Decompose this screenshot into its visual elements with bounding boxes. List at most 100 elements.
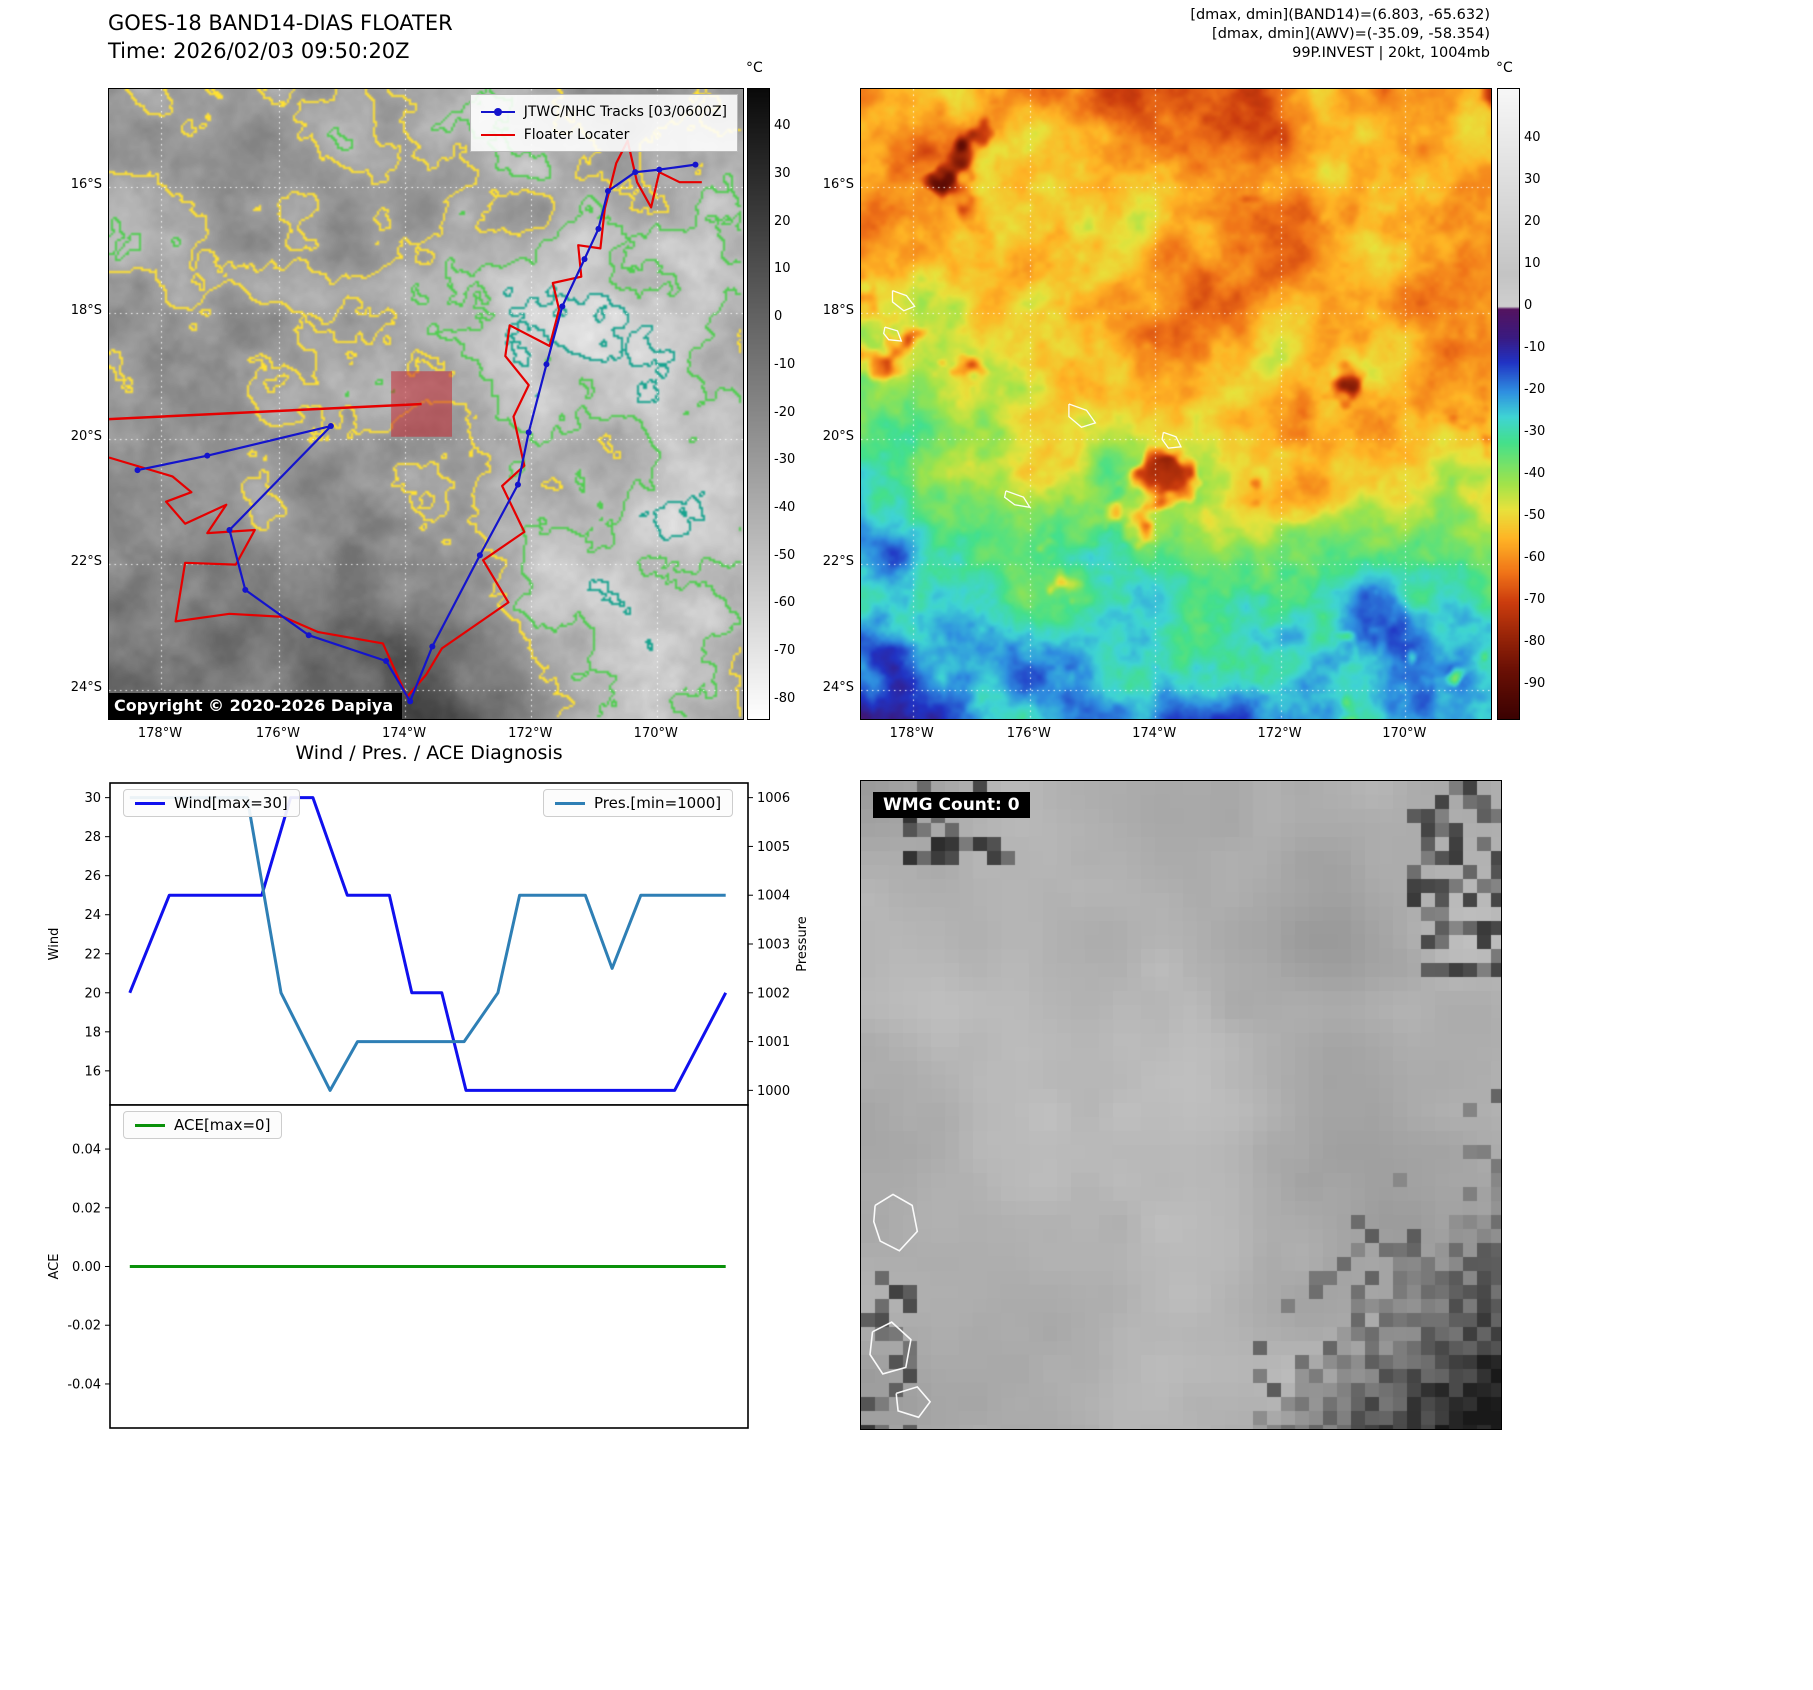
- ace-legend-label: ACE[max=0]: [174, 1116, 271, 1134]
- lat-label: 18°S: [822, 302, 854, 318]
- wind-pres-ace-charts: 16 18 20 22 24 26 28 30 Wind 1000 1001 1002 1003 1004…: [47, 782, 810, 1429]
- awv-colorbar-tick: -20: [1524, 382, 1546, 398]
- y-tick-label: 20: [84, 986, 101, 1001]
- y-tick-label: 26: [84, 869, 101, 884]
- tl-panel-title: GOES-18 BAND14-DIAS FLOATER: [108, 11, 453, 35]
- pressure-legend-label: Pres.[min=1000]: [594, 794, 722, 812]
- awv-colorbar-tick: 10: [1524, 256, 1541, 272]
- invest-status: 99P.INVEST | 20kt, 1004mb: [1292, 45, 1490, 61]
- lat-label: 22°S: [70, 554, 102, 570]
- coastline-overlay: [883, 289, 1183, 509]
- lon-label: 170°W: [1382, 726, 1427, 741]
- diagnosis-title: Wind / Pres. / ACE Diagnosis: [295, 742, 563, 764]
- y-tick-label: 24: [84, 908, 101, 923]
- ace-line-icon: [135, 1123, 165, 1127]
- chart-area: -0.04 -0.02 0.00 0.02 0.04 ACE: [47, 1104, 749, 1429]
- lat-label: 20°S: [70, 428, 102, 444]
- y-tick-label: 16: [84, 1064, 101, 1079]
- copyright-banner: Copyright © 2020-2026 Dapiya: [109, 693, 403, 719]
- y-tick-label: 30: [84, 791, 101, 806]
- lat-label: 16°S: [822, 177, 854, 193]
- lon-label: 172°W: [1257, 726, 1302, 741]
- tr-info-block: [dmax, dmin](BAND14)=(6.803, -65.632) [d…: [900, 6, 1490, 63]
- wmg-canvas: [861, 781, 1501, 1429]
- jtwc-track-point: [543, 361, 550, 368]
- band14-colorbar-tick: 10: [774, 261, 791, 277]
- y-axis-label: ACE: [47, 1254, 62, 1280]
- awv-colorbar-tick: -80: [1524, 634, 1546, 650]
- awv-enhanced-map: [860, 88, 1492, 720]
- awv-colorbar-tick: -50: [1524, 508, 1546, 524]
- coastline: [1068, 403, 1097, 429]
- jtwc-track-point: [134, 467, 141, 474]
- wmg-contour: [872, 1193, 919, 1252]
- floater-track: [109, 139, 702, 699]
- band14-colorbar-tick: 40: [774, 118, 791, 134]
- band14-colorbar: [747, 88, 770, 720]
- y-tick-label: 28: [84, 830, 101, 845]
- wmg-contour: [895, 1385, 932, 1419]
- lon-label: 172°W: [508, 726, 553, 741]
- dmax-dmin-band14: [dmax, dmin](BAND14)=(6.803, -65.632): [1190, 7, 1490, 23]
- jtwc-track-point: [514, 481, 521, 488]
- map-legend: JTWC/NHC Tracks [03/0600Z] Floater Locat…: [469, 94, 738, 152]
- wind-legend: Wind[max=30]: [123, 789, 300, 817]
- awv-colorbar-tick: -40: [1524, 466, 1546, 482]
- jtwc-track-point: [226, 527, 233, 533]
- y2-tick-label: 1006: [757, 791, 790, 806]
- jtwc-track-point: [327, 423, 334, 430]
- band14-colorbar-tick: 20: [774, 213, 791, 229]
- jtwc-track-line-icon: [480, 107, 515, 117]
- coastline: [883, 326, 903, 342]
- y-axis-label: Wind: [47, 928, 62, 961]
- lon-label: 174°W: [381, 726, 427, 741]
- y2-tick-label: 1001: [757, 1035, 790, 1050]
- ace-legend: ACE[max=0]: [123, 1111, 283, 1139]
- y2-tick-label: 1005: [757, 840, 790, 855]
- lat-label: 24°S: [822, 680, 854, 696]
- legend-row-floater: Floater Locater: [480, 123, 727, 146]
- band14-satellite-map: JTWC/NHC Tracks [03/0600Z] Floater Locat…: [108, 88, 744, 720]
- y2-axis-label: Pressure: [795, 916, 810, 972]
- jtwc-track-point: [429, 643, 436, 650]
- y2-tick-label: 1003: [757, 938, 790, 953]
- band14-colorbar-tick: -40: [774, 500, 796, 515]
- awv-canvas: [861, 89, 1491, 719]
- lat-label: 16°S: [70, 177, 102, 193]
- band14-colorbar-tick: -30: [774, 452, 796, 468]
- y-tick-label: -0.02: [67, 1319, 101, 1334]
- y-tick-label: 22: [84, 947, 101, 962]
- floater-line-icon: [480, 130, 515, 140]
- jtwc-track-point: [242, 586, 249, 593]
- jtwc-track-point: [305, 632, 312, 639]
- awv-colorbar-tick: 20: [1524, 214, 1541, 230]
- band14-colorbar-tick: 0: [774, 309, 783, 325]
- series-line: [128, 796, 728, 1092]
- jtwc-track-point: [656, 166, 663, 173]
- y-tick-label: 0.04: [72, 1143, 101, 1158]
- band14-colorbar-tick: -80: [774, 690, 796, 706]
- y-tick-label: 0.00: [72, 1260, 101, 1275]
- legend-row-jtwc: JTWC/NHC Tracks [03/0600Z]: [480, 100, 727, 123]
- band14-colorbar-tick: -60: [774, 595, 796, 611]
- dmax-dmin-awv: [dmax, dmin](AWV)=(-35.09, -58.354): [1212, 26, 1490, 42]
- lon-label: 174°W: [1132, 726, 1177, 741]
- awv-colorbar-tick: -70: [1524, 592, 1546, 608]
- coastline: [1161, 431, 1183, 449]
- tracks-overlay: [109, 139, 702, 705]
- lat-label: 22°S: [822, 554, 854, 570]
- floater-locater-label: Floater Locater: [523, 126, 630, 143]
- band14-colorbar-tick: -10: [774, 356, 796, 372]
- y-tick-label: -0.04: [67, 1377, 101, 1392]
- jtwc-track-point: [204, 452, 211, 459]
- jtwc-track-point: [692, 161, 699, 168]
- awv-colorbar-tick: -30: [1524, 424, 1546, 440]
- coastline: [1003, 490, 1032, 509]
- awv-colorbar-tick: -90: [1524, 676, 1546, 692]
- jtwc-track-point: [632, 169, 639, 176]
- lon-label: 176°W: [255, 726, 300, 741]
- jtwc-track-point: [525, 429, 532, 436]
- awv-colorbar-tick: 30: [1524, 172, 1541, 188]
- band14-colorbar-tick: 30: [774, 165, 791, 181]
